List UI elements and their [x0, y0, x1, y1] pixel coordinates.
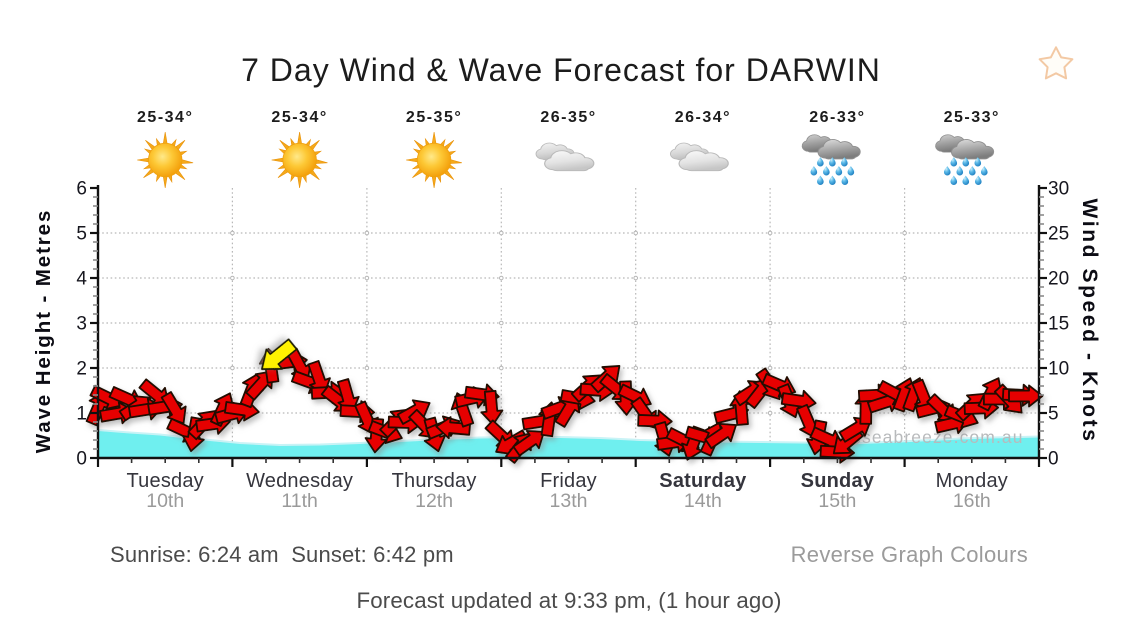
svg-text:25-35°: 25-35°	[406, 109, 462, 126]
svg-text:10: 10	[1048, 359, 1069, 380]
svg-text:26-34°: 26-34°	[675, 109, 731, 126]
svg-text:10th: 10th	[146, 490, 184, 512]
svg-text:Thursday: Thursday	[392, 470, 477, 492]
svg-text:7 Day Wind & Wave Forecast for: 7 Day Wind & Wave Forecast for DARWIN	[241, 52, 881, 88]
svg-text:11th: 11th	[281, 490, 318, 512]
svg-text:5: 5	[76, 224, 87, 245]
svg-text:25: 25	[1048, 224, 1069, 245]
svg-text:seabreeze.com.au: seabreeze.com.au	[862, 427, 1024, 447]
svg-text:6: 6	[76, 179, 87, 200]
svg-text:12th: 12th	[415, 490, 453, 512]
svg-text:Sunrise: 6:24 am Sunset: 6:42: Sunrise: 6:24 am Sunset: 6:42 pm	[110, 542, 454, 567]
svg-text:Sunday: Sunday	[801, 470, 875, 492]
svg-text:25-34°: 25-34°	[271, 109, 327, 126]
svg-text:Wednesday: Wednesday	[246, 470, 353, 492]
svg-text:26-33°: 26-33°	[809, 109, 865, 126]
svg-text:Friday: Friday	[540, 470, 597, 492]
svg-text:25-34°: 25-34°	[137, 109, 193, 126]
svg-text:13th: 13th	[550, 490, 588, 512]
svg-text:Monday: Monday	[936, 470, 1008, 492]
svg-text:0: 0	[76, 449, 87, 470]
svg-text:30: 30	[1048, 179, 1069, 200]
svg-text:Wind Speed - Knots: Wind Speed - Knots	[1078, 199, 1101, 444]
svg-text:0: 0	[1048, 449, 1059, 470]
svg-text:Forecast updated at 9:33 pm, (: Forecast updated at 9:33 pm, (1 hour ago…	[356, 588, 781, 613]
svg-text:3: 3	[76, 314, 87, 335]
svg-text:2: 2	[76, 359, 87, 380]
svg-text:14th: 14th	[684, 490, 722, 512]
svg-text:4: 4	[76, 269, 87, 290]
svg-text:16th: 16th	[953, 490, 991, 512]
svg-text:26-35°: 26-35°	[540, 109, 596, 126]
svg-text:Wave Height - Metres: Wave Height - Metres	[32, 209, 55, 454]
svg-text:1: 1	[76, 404, 87, 425]
svg-text:20: 20	[1048, 269, 1069, 290]
svg-text:Tuesday: Tuesday	[127, 470, 204, 492]
svg-text:Reverse Graph Colours: Reverse Graph Colours	[791, 542, 1028, 567]
svg-text:25-33°: 25-33°	[944, 109, 1000, 126]
svg-text:Saturday: Saturday	[659, 470, 747, 492]
svg-text:5: 5	[1048, 404, 1059, 425]
svg-text:15th: 15th	[818, 490, 856, 512]
svg-text:15: 15	[1048, 314, 1069, 335]
